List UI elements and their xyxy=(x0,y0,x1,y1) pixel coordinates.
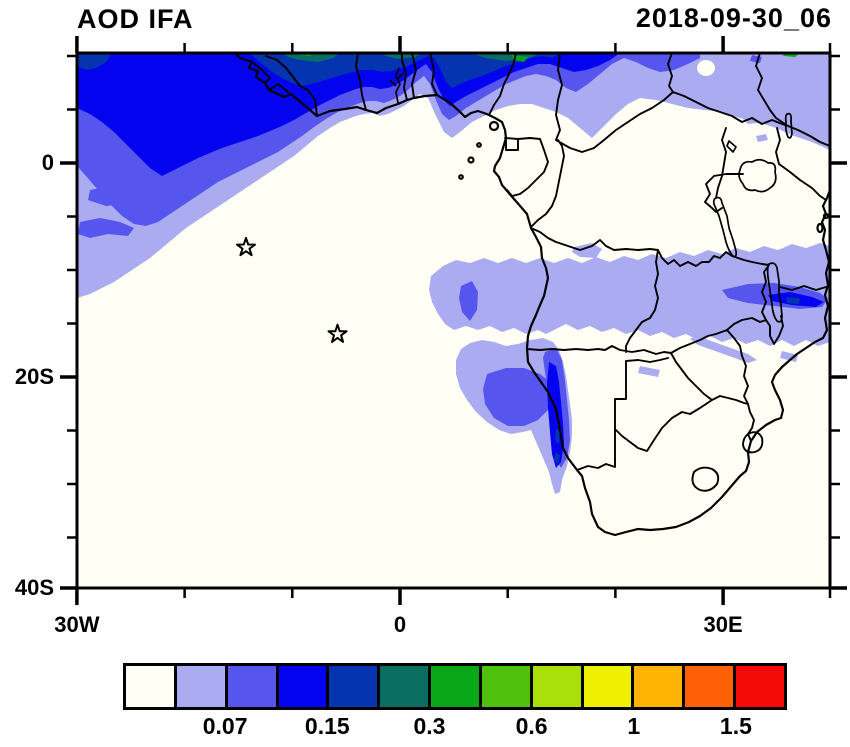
colorbar-cell xyxy=(583,666,632,707)
lon-label: 30W xyxy=(54,612,100,637)
africa-coastline xyxy=(233,53,830,537)
lat-label: 40S xyxy=(14,575,54,600)
colorbar-tick-label: 0.07 xyxy=(202,713,248,739)
star-marker xyxy=(327,323,348,343)
colorbar-tick-label: 0.3 xyxy=(413,713,446,739)
axis-ticks xyxy=(60,36,847,605)
lake-outlines xyxy=(389,67,793,323)
colorbar-cell xyxy=(431,666,479,707)
colorbar-cell xyxy=(176,666,225,707)
colorbar-tick-label: 0.6 xyxy=(515,713,548,739)
lat-label: 0 xyxy=(41,150,54,175)
colorbar-cell xyxy=(634,666,683,707)
colorbar-tick-label: 1.5 xyxy=(719,713,752,739)
country-borders xyxy=(251,53,830,492)
star-marker xyxy=(236,237,256,257)
location-star-markers xyxy=(236,237,348,343)
colorbar-cell xyxy=(227,666,276,707)
aod-contour-band-0.15 xyxy=(77,53,800,464)
aod-colorbar xyxy=(123,663,787,710)
colorbar-cell xyxy=(532,666,581,707)
colorbar-cell xyxy=(380,666,429,707)
plot-timestamp: 2018-09-30_06 xyxy=(635,3,832,33)
volta-river xyxy=(389,67,405,104)
colorbar-cell xyxy=(685,666,734,707)
map-frame xyxy=(75,51,832,590)
lat-label: 20S xyxy=(14,364,54,389)
africa-aod-contour-map xyxy=(60,36,847,605)
island-outlines xyxy=(458,120,830,234)
colorbar-cell xyxy=(126,666,174,707)
colorbar-tick-label: 1 xyxy=(627,713,641,739)
colorbar-cell xyxy=(481,666,530,707)
colorbar-tick-label: 0.15 xyxy=(304,713,350,739)
plot-title: AOD IFA xyxy=(77,4,194,34)
colorbar-cell xyxy=(736,666,784,707)
lon-label: 0 xyxy=(393,612,407,637)
lon-label: 30E xyxy=(703,612,743,637)
colorbar-cell xyxy=(278,666,327,707)
colorbar-cell xyxy=(329,666,378,707)
